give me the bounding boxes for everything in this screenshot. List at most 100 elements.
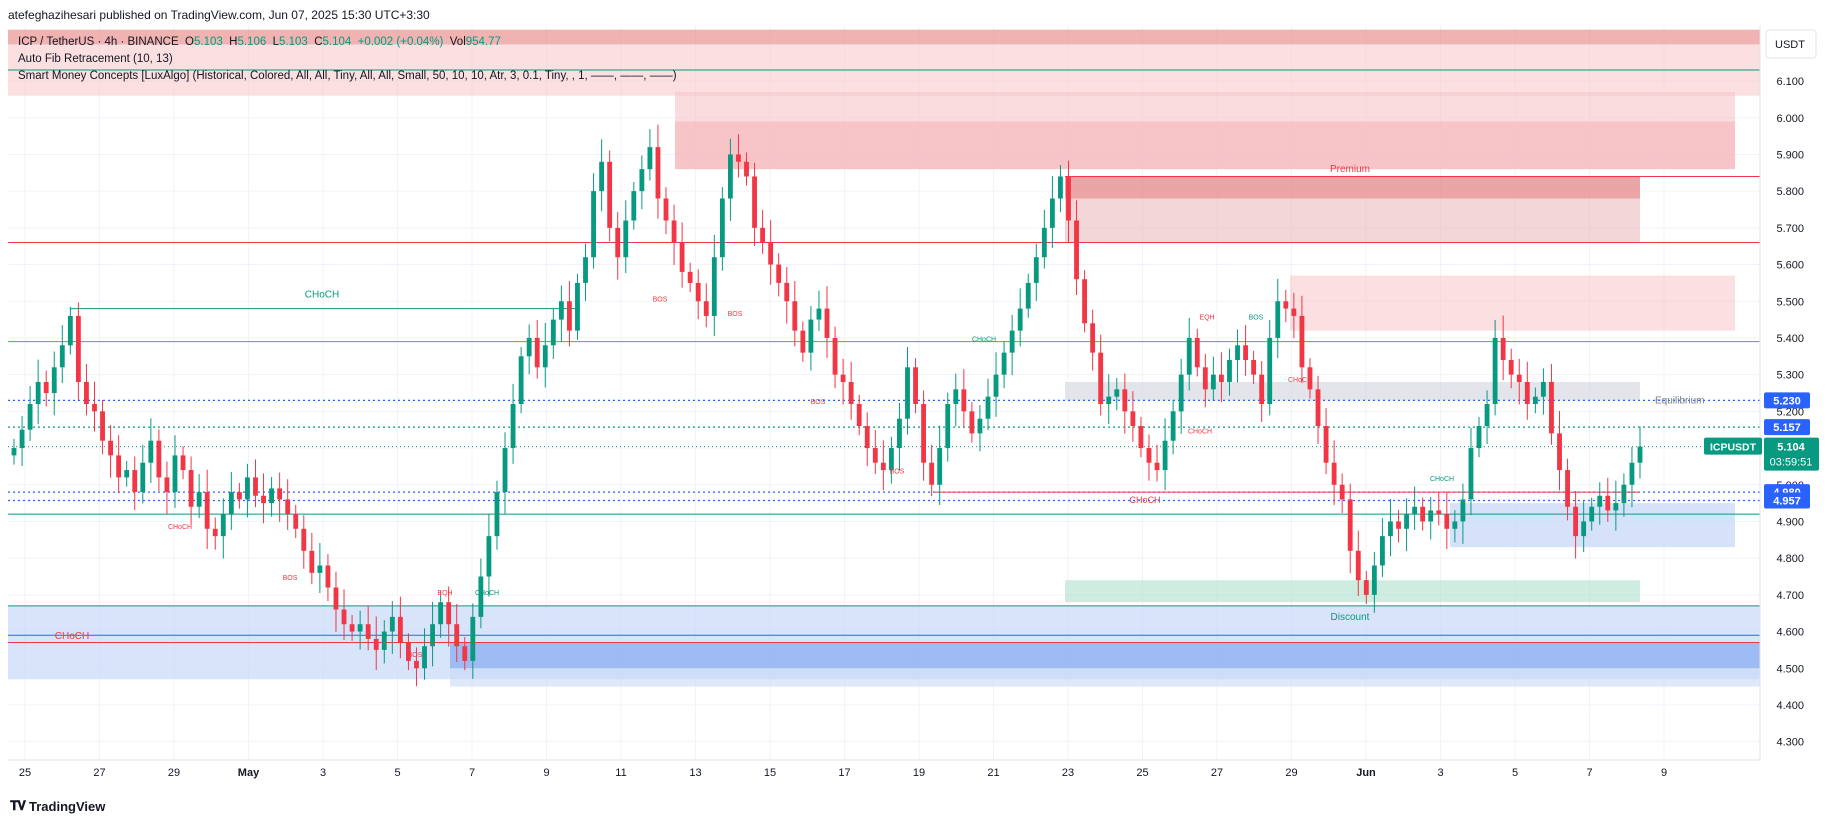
candle-body bbox=[1283, 301, 1289, 309]
structure-label: BOS bbox=[408, 652, 423, 659]
candle-body bbox=[615, 227, 621, 258]
y-tick-label: 4.400 bbox=[1776, 700, 1804, 712]
candle-body bbox=[1082, 279, 1087, 324]
currency-label: USDT bbox=[1775, 39, 1805, 51]
candle-body bbox=[108, 440, 114, 456]
candle-body bbox=[518, 356, 524, 405]
order-block-bearish-inner bbox=[675, 121, 1735, 170]
structure-label: BOS bbox=[283, 575, 298, 582]
structure-label: EQH bbox=[437, 590, 452, 597]
candle-body bbox=[140, 462, 146, 493]
candle-body bbox=[333, 587, 339, 610]
candle-body bbox=[1243, 345, 1248, 360]
candle-body bbox=[985, 396, 991, 419]
candle-body bbox=[1275, 301, 1281, 338]
candle-body bbox=[1339, 484, 1345, 500]
ohlc-row: ICP / TetherUS · 4h · BINANCE O5.103 H5.… bbox=[18, 34, 677, 51]
candle-body bbox=[977, 418, 983, 434]
candle-body bbox=[639, 169, 645, 192]
currency-button[interactable] bbox=[1765, 29, 1817, 59]
indicator-smc[interactable]: Smart Money Concepts [LuxAlgo] (Historic… bbox=[18, 70, 677, 82]
structure-label: CHoCH bbox=[55, 631, 89, 642]
candle-body bbox=[1202, 367, 1208, 390]
candle-body bbox=[1492, 337, 1498, 405]
candle-body bbox=[438, 602, 444, 625]
structure-label: BOS bbox=[728, 311, 743, 318]
structure-label: CHoCH bbox=[1288, 377, 1312, 384]
candle-body bbox=[1428, 510, 1434, 522]
candle-body bbox=[1444, 514, 1450, 529]
low-value: 5.103 bbox=[279, 36, 308, 48]
candle-body bbox=[1629, 462, 1635, 485]
symbol-label[interactable]: ICP / TetherUS · 4h · BINANCE bbox=[18, 36, 179, 48]
candle-body bbox=[1347, 499, 1353, 551]
candle-body bbox=[446, 602, 452, 625]
candle-body bbox=[567, 301, 572, 331]
candle-body bbox=[75, 315, 81, 382]
candle-body bbox=[510, 404, 516, 449]
candle-body bbox=[1251, 359, 1257, 375]
x-tick-label: 25 bbox=[1136, 767, 1148, 779]
candle-body bbox=[486, 536, 492, 577]
candle-body bbox=[1227, 359, 1232, 382]
candle-body bbox=[1597, 495, 1603, 507]
candle-body bbox=[993, 374, 999, 397]
candle-body bbox=[695, 282, 701, 302]
y-tick-label: 6.100 bbox=[1776, 76, 1804, 88]
candle-body bbox=[212, 528, 218, 537]
x-tick-label: 21 bbox=[987, 767, 999, 779]
candle-body bbox=[1331, 462, 1337, 485]
candle-body bbox=[349, 624, 355, 632]
candle-body bbox=[19, 429, 25, 449]
candle-body bbox=[558, 301, 564, 320]
y-tick-label: 4.800 bbox=[1776, 553, 1804, 565]
low-label: L bbox=[272, 36, 280, 48]
candle-body bbox=[663, 198, 669, 221]
candle-body bbox=[293, 514, 299, 529]
candle-body bbox=[1524, 381, 1530, 405]
y-tick-label: 5.200 bbox=[1776, 406, 1804, 418]
candle-body bbox=[285, 499, 291, 515]
premium-top-band bbox=[8, 29, 1760, 45]
candle-body bbox=[929, 462, 935, 485]
candle-body bbox=[309, 550, 315, 573]
y-tick-label: 5.400 bbox=[1776, 333, 1804, 345]
structure-label: CHoCH bbox=[305, 290, 339, 301]
candle-body bbox=[1516, 374, 1522, 382]
close-label: C bbox=[314, 36, 323, 48]
candle-body bbox=[583, 257, 588, 283]
candle-body bbox=[365, 624, 371, 639]
premium-zone-top bbox=[1065, 176, 1640, 199]
candle-body bbox=[84, 381, 89, 405]
candle-body bbox=[1033, 257, 1039, 283]
candle-body bbox=[1009, 330, 1015, 353]
candle-body bbox=[1388, 521, 1393, 537]
y-tick-label: 5.300 bbox=[1776, 370, 1804, 382]
indicator-fib[interactable]: Auto Fib Retracement (10, 13) bbox=[18, 53, 173, 65]
candle-body bbox=[607, 161, 613, 228]
candle-body bbox=[1210, 374, 1216, 390]
close-value: 5.104 bbox=[322, 36, 352, 48]
candle-body bbox=[59, 345, 65, 368]
x-tick-label: 9 bbox=[543, 767, 549, 779]
candle-body bbox=[897, 418, 902, 449]
candle-body bbox=[808, 319, 814, 353]
x-tick-label: 27 bbox=[1211, 767, 1223, 779]
candle-body bbox=[180, 455, 186, 471]
footer-brand: TradingView bbox=[29, 798, 106, 814]
x-tick-label: 27 bbox=[93, 767, 105, 779]
candle-body bbox=[824, 308, 830, 338]
candle-body bbox=[1017, 308, 1023, 331]
candle-body bbox=[261, 495, 266, 504]
x-tick-label: 5 bbox=[394, 767, 400, 779]
candle-body bbox=[1371, 565, 1377, 595]
candle-body bbox=[1605, 495, 1611, 511]
candle-body bbox=[888, 448, 894, 471]
candle-body bbox=[1194, 337, 1200, 368]
structure-label: CHoCH bbox=[475, 590, 499, 597]
candle-body bbox=[301, 528, 307, 551]
candle-body bbox=[406, 642, 411, 661]
x-tick-label: 15 bbox=[764, 767, 776, 779]
